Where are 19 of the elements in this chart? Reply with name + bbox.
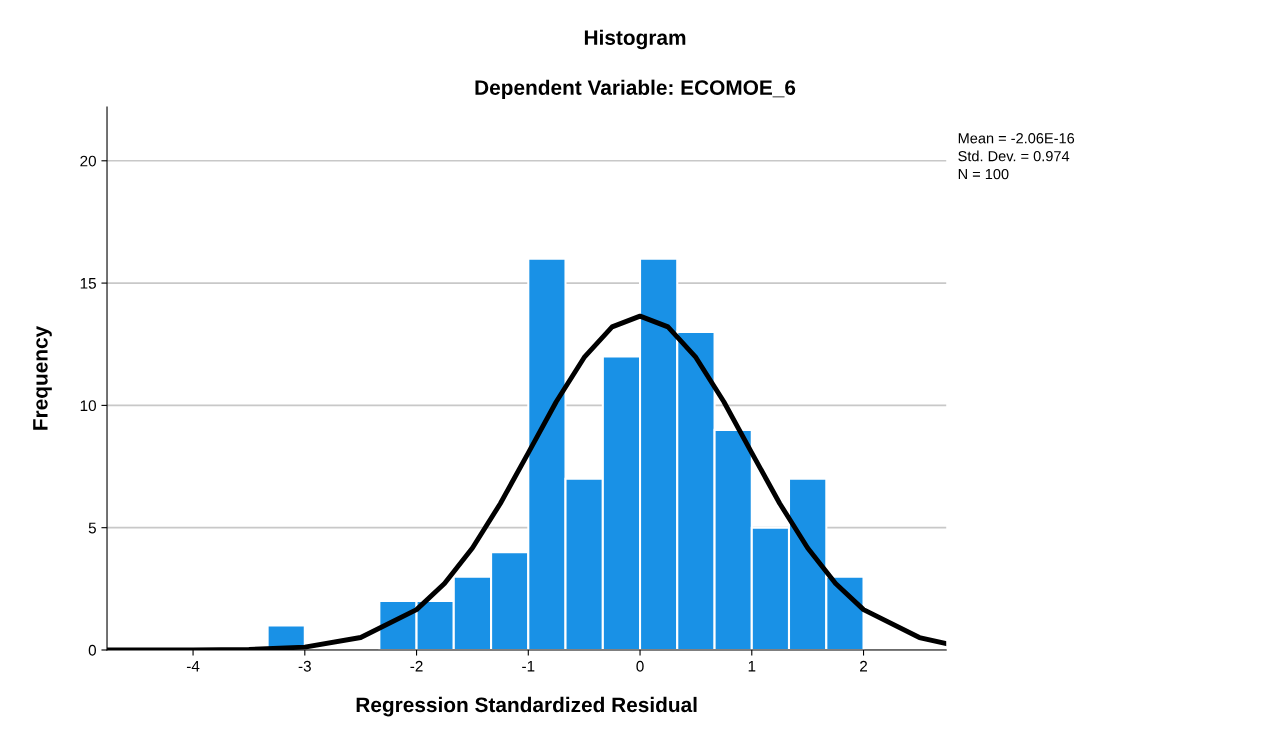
y-axis-title: Frequency xyxy=(33,325,52,430)
text: N = 100 xyxy=(958,168,1009,180)
x-tick-label: 0 xyxy=(636,660,644,672)
y-tick-label: 5 xyxy=(88,522,96,534)
text: Mean = -2.06E-16 xyxy=(958,133,1075,144)
x-tick-label: -4 xyxy=(186,660,200,672)
y-tick-label: 0 xyxy=(88,644,97,656)
x-tick-label: 2 xyxy=(860,660,868,672)
chart-title: Histogram xyxy=(584,29,686,50)
chart-subtitle: Dependent Variable: ECOMOE_6 xyxy=(475,79,796,100)
x-axis-title: Regression Standardized Residual xyxy=(356,696,697,717)
x-tick-label: -1 xyxy=(522,660,535,672)
y-tick-label: 10 xyxy=(80,400,97,412)
x-tick-label: -2 xyxy=(410,660,423,672)
y-tick-label: 20 xyxy=(80,155,97,167)
y-tick-label: 15 xyxy=(80,278,96,289)
text: Std. Dev. = 0.974 xyxy=(958,150,1070,162)
x-tick-label: -3 xyxy=(298,660,311,672)
x-tick-label: 1 xyxy=(748,660,756,672)
